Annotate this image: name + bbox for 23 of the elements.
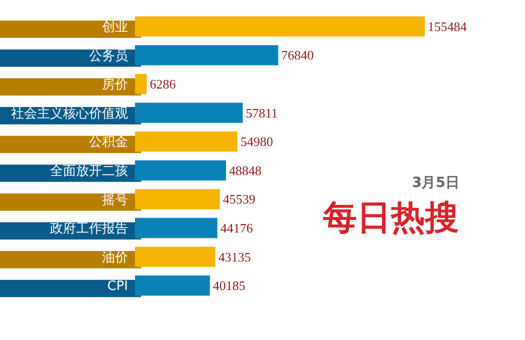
data-label: 6286 <box>150 76 176 92</box>
y-tick-label: 房价 <box>102 76 128 93</box>
data-label: 57811 <box>246 105 278 120</box>
text: 3月5日 <box>412 175 460 191</box>
data-label: 76840 <box>281 48 314 63</box>
y-tick-label: 摇号 <box>102 192 128 208</box>
data-label: 48848 <box>229 162 262 178</box>
y-tick-label: 政府工作报告 <box>50 220 128 237</box>
y-tick-label: 创业 <box>102 20 128 35</box>
data-label: 155484 <box>428 18 468 34</box>
y-tick-label: 全面放开二孩 <box>50 164 128 179</box>
y-tick-label: 油价 <box>102 250 128 266</box>
data-label: 44176 <box>220 220 254 236</box>
y-tick-label: 社会主义核心价值观 <box>11 105 128 122</box>
bar <box>135 74 147 94</box>
text: 每日热搜 <box>322 198 459 238</box>
y-tick-label: 公务员 <box>89 48 128 64</box>
data-label: 40185 <box>212 278 246 294</box>
data-label: 54980 <box>240 134 273 150</box>
data-label: 43135 <box>218 249 251 264</box>
y-tick-label: CPI <box>107 279 128 294</box>
data-label: 45539 <box>222 192 256 207</box>
y-tick-label: 公积金 <box>89 135 128 150</box>
